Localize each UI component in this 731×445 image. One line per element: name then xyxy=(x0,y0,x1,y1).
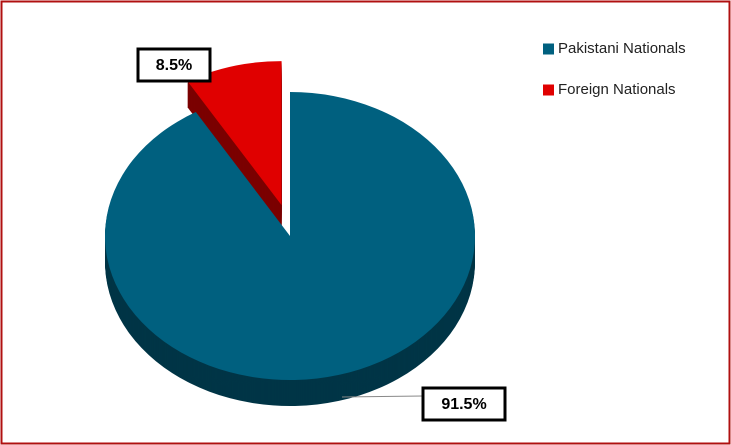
pie xyxy=(104,61,476,407)
legend-label: Pakistani Nationals xyxy=(558,40,686,57)
legend: Pakistani Nationals Foreign Nationals xyxy=(543,40,686,98)
value-label-box xyxy=(136,47,212,83)
value-label-box xyxy=(421,386,507,422)
legend-swatch xyxy=(543,43,554,55)
legend-label: Foreign Nationals xyxy=(558,81,676,98)
legend-swatch xyxy=(543,84,554,96)
value-label: 8.5% xyxy=(156,57,192,74)
pie-slice xyxy=(187,61,282,206)
value-labels: 91.5% 8.5% xyxy=(136,47,507,422)
leader-line xyxy=(341,395,424,398)
pie-slice xyxy=(104,92,476,380)
value-label: 91.5% xyxy=(441,396,486,413)
